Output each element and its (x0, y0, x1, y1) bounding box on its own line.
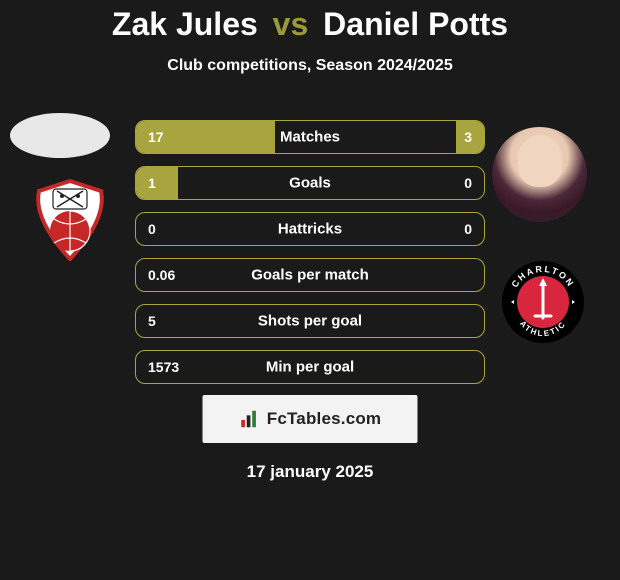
player2-name: Daniel Potts (323, 6, 508, 42)
stat-value-left: 1573 (148, 359, 179, 375)
stat-value-left: 0.06 (148, 267, 175, 283)
subtitle: Club competitions, Season 2024/2025 (0, 57, 620, 75)
stat-label: Min per goal (266, 359, 354, 376)
stat-row: 1 0 Goals (135, 166, 485, 200)
stat-label: Goals (289, 175, 331, 192)
watermark[interactable]: FcTables.com (203, 395, 418, 443)
stats-area: 17 3 Matches 1 0 Goals 0 0 Hattricks 0.06 Goals pe… (135, 120, 485, 396)
stat-label: Matches (280, 129, 340, 146)
stat-value-right: 0 (464, 175, 472, 191)
stat-row: 1573 Min per goal (135, 350, 485, 384)
stat-value-left: 0 (148, 221, 156, 237)
stat-value-left: 5 (148, 313, 156, 329)
stat-value-left: 1 (148, 175, 156, 191)
stat-row: 0.06 Goals per match (135, 258, 485, 292)
comparison-title: Zak Jules vs Daniel Potts (0, 0, 620, 43)
player1-name: Zak Jules (112, 6, 258, 42)
stat-value-right: 0 (464, 221, 472, 237)
watermark-label: FcTables.com (267, 409, 382, 429)
stat-label: Goals per match (251, 267, 369, 284)
stat-fill-left (136, 167, 178, 199)
player2-photo (492, 127, 587, 222)
stat-value-left: 17 (148, 129, 164, 145)
club-badge-left (29, 179, 111, 261)
chart-bars-icon (239, 408, 261, 430)
shield-badge-icon (29, 179, 111, 261)
club-badge-right: CHARLTON ATHLETIC (501, 260, 585, 344)
stat-value-right: 3 (464, 129, 472, 145)
footer-date: 17 january 2025 (0, 462, 620, 482)
stat-row: 0 0 Hattricks (135, 212, 485, 246)
circle-badge-icon: CHARLTON ATHLETIC (501, 260, 585, 344)
stat-label: Hattricks (278, 221, 342, 238)
player1-photo (10, 113, 110, 158)
stat-label: Shots per goal (258, 313, 362, 330)
stat-row: 17 3 Matches (135, 120, 485, 154)
vs-text: vs (273, 6, 309, 42)
stat-row: 5 Shots per goal (135, 304, 485, 338)
